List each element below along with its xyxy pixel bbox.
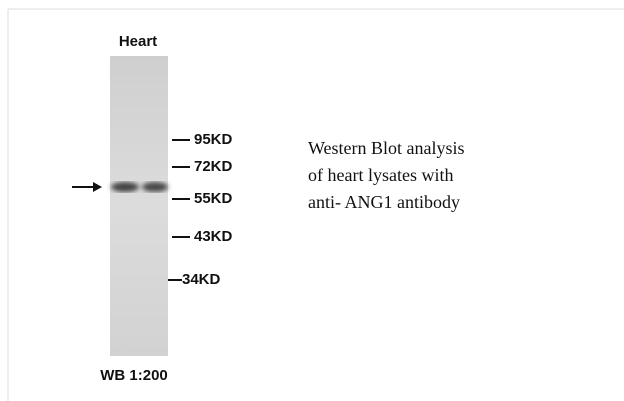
footer: WB 1:200 bbox=[100, 367, 168, 384]
marker-label: 55KD bbox=[194, 190, 233, 207]
marker-label: 72KD bbox=[194, 158, 233, 175]
blot-lane bbox=[110, 56, 168, 356]
marker-label: 43KD bbox=[194, 228, 233, 245]
marker-label: 34KD bbox=[182, 271, 221, 288]
lane-label: Heart bbox=[119, 33, 157, 50]
band bbox=[111, 182, 168, 192]
caption-line: Western Blot analysis bbox=[308, 138, 465, 158]
caption-line: anti- ANG1 antibody bbox=[308, 192, 460, 212]
caption-line: of heart lysates with bbox=[308, 165, 453, 185]
arrow bbox=[72, 182, 102, 192]
marker-label: 95KD bbox=[194, 131, 233, 148]
